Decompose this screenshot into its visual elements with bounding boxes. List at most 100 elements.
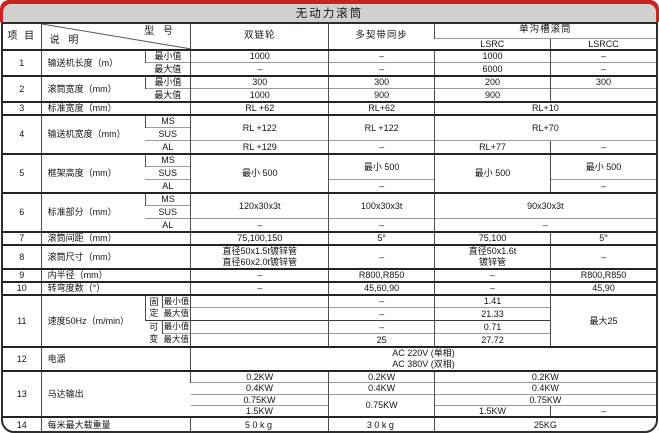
sub-label-min: 最小值 [161, 320, 191, 334]
table-row: 可变 最小值 – 0.71 [3, 320, 656, 347]
value-cell: – [328, 307, 435, 321]
row-number: 2 [3, 74, 42, 102]
header-col-single-groove: 单沟槽滚筒 [433, 24, 656, 38]
row-number: 6 [3, 191, 42, 232]
value-cell: 6000 [433, 62, 551, 76]
value-cell: 0.75KW [328, 393, 435, 418]
value-cell: 最小 500 [190, 152, 329, 193]
row-label: 速度50Hz（m/min） [40, 293, 146, 347]
table-row: 最大值 25 27.72 [3, 333, 656, 347]
sub-label-sus: SUS [145, 205, 191, 219]
value-cell [190, 320, 329, 334]
table-row: 4 输送机宽度（mm） MS RL +122 RL +122 RL+70 [3, 113, 656, 154]
value-line: AC 380V (双相) [392, 358, 455, 369]
header-col-lsrcc: LSRCC [550, 37, 656, 50]
value-cell: 0.75KW [433, 393, 656, 406]
value-cell: 75,100,150 [190, 230, 329, 245]
value-cell: 1000 [433, 48, 551, 63]
value-cell: 0.4KW [190, 382, 329, 395]
value-cell: R800,R850 [328, 267, 435, 282]
table-row: AL RL +129 – RL+77 – [3, 140, 656, 154]
value-cell: RL+77 [433, 140, 551, 154]
value-cell: 直径50x1.5t镀锌管 直径60x2.0t镀锌管 [190, 243, 329, 269]
row-number: 9 [3, 267, 42, 282]
table-row: 10 转弯度数（°） – 45,60,90 – 45,90 [3, 280, 656, 295]
header-diagonal-cell: 型 号 说 明 [40, 24, 191, 50]
row-label: 滚筒宽度（mm） [40, 74, 146, 102]
page-title: 无动力滚筒 [295, 8, 364, 20]
value-cell: – [550, 140, 656, 154]
sub-label-al: AL [145, 218, 191, 232]
table-row: 14 每米最大载重量 50kg 30kg 25KG [3, 416, 656, 432]
value-cell: RL +122 [328, 113, 435, 141]
table-row: 最大值 1000 900 900 [3, 88, 656, 102]
row-label: 滚筒尺寸（mm） [40, 243, 191, 269]
value-line: 直径50x1.5t镀锌管 [222, 246, 298, 257]
table-row: 3 标准宽度（mm） RL +62 RL+62 RL+10 [3, 100, 656, 115]
header-col-lsrc: LSRC [434, 37, 551, 50]
value-cell: 0.2KW [190, 369, 329, 383]
sub-label-fixed: 固定 [144, 293, 163, 321]
value-cell: 30kg [328, 416, 435, 432]
sub-label-min: 最小值 [144, 48, 191, 63]
sub-label-sus: SUS [145, 127, 191, 141]
table-row: 最大值 – – 6000 – [3, 62, 656, 76]
value-cell: – [433, 267, 551, 282]
value-cell: 200 [433, 74, 551, 89]
value-cell: – [550, 179, 656, 193]
value-cell: 21.33 [433, 307, 551, 321]
row-number: 4 [3, 113, 42, 154]
header-col-poly-v-sync: 多契带同步 [328, 24, 435, 50]
row-number: 14 [3, 416, 42, 432]
sub-label-max: 最大值 [162, 307, 191, 321]
value-cell: 900 [433, 88, 551, 102]
sub-label-max: 最大值 [162, 333, 191, 347]
table-row: 2 滚筒宽度（mm） 最小值 300 300 200 300 [3, 74, 656, 102]
value-cell: 0.2KW [433, 369, 656, 383]
value-cell: – [550, 62, 656, 76]
value-cell: 300 [190, 74, 329, 89]
value-cell: – [328, 243, 435, 269]
value-cell: – [550, 404, 656, 418]
row-label: 输送机宽度（mm） [40, 113, 146, 154]
row-number: 5 [3, 152, 42, 193]
value-cell: RL+10 [433, 100, 656, 115]
table-row: 最大值 – 21.33 [3, 307, 656, 321]
value-line: AC 220V (单相) [392, 348, 455, 359]
value-cell: – [328, 179, 435, 193]
value-cell: 0.4KW [328, 382, 435, 395]
row-label: 转弯度数（°） [40, 280, 191, 295]
row-label: 马达输出 [40, 369, 191, 418]
value-line: 镀锌管 [478, 256, 506, 267]
value-cell: 5° [550, 230, 656, 245]
value-cell: R800,R850 [550, 267, 656, 282]
value-cell: 最小 500 [550, 152, 656, 180]
value-cell [190, 293, 329, 308]
value-cell: 120x30x3t [190, 191, 329, 219]
value-cell: 0.4KW [433, 382, 656, 395]
value-cell: 300 [550, 74, 656, 89]
row-label: 每米最大载重量 [40, 416, 191, 432]
sub-label-variable: 可变 [145, 320, 163, 347]
table-row: 7 滚筒间距（mm） 75,100,150 5° 75,100 5° [3, 230, 656, 245]
value-cell: – [328, 293, 435, 308]
value-cell: 25KG [433, 416, 656, 432]
table-row: 1.5KW 1.5KW – [3, 404, 656, 418]
value-cell: 1000 [190, 48, 329, 63]
value-cell: – [550, 243, 656, 269]
table-row: SUS [3, 205, 656, 219]
row-number: 1 [3, 48, 42, 76]
value-cell: 最小 500 [328, 152, 435, 180]
sub-label-al: AL [145, 179, 191, 193]
table-row: AL – – [3, 179, 656, 193]
table-row: 1 输送机长度（m） 最小值 1000 – 1000 – [3, 48, 656, 76]
row-number: 13 [3, 369, 42, 418]
spec-table-frame: 项 目 型 号 说 明 双链轮 多契带同步 单沟槽滚筒 LSRC LSRCC 1… [1, 22, 658, 433]
sub-label-sus: SUS [145, 166, 191, 180]
value-cell [190, 333, 329, 347]
value-cell: RL+62 [328, 100, 435, 115]
table-row: AL – – – [3, 218, 656, 232]
value-cell: 300 [328, 74, 435, 89]
value-cell: – [550, 48, 656, 63]
